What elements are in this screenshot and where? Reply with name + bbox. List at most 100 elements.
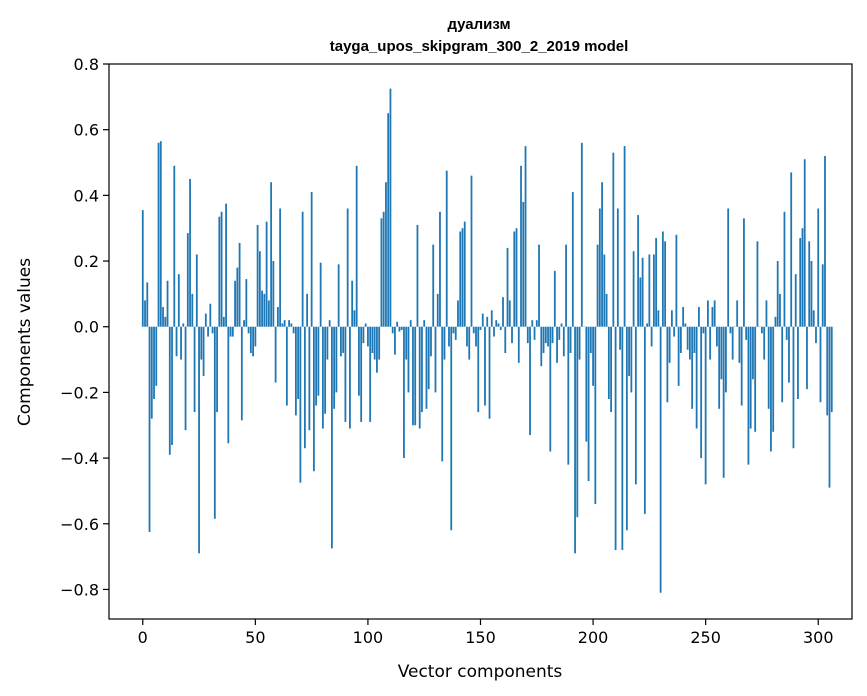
bar xyxy=(148,326,151,532)
bar xyxy=(716,326,718,347)
bar xyxy=(182,323,185,327)
bar xyxy=(504,326,507,353)
bar xyxy=(639,277,642,327)
y-tick-label: −0.8 xyxy=(60,580,99,599)
bar xyxy=(522,201,525,327)
bar xyxy=(247,326,250,334)
bar xyxy=(425,326,428,409)
bar xyxy=(324,326,327,414)
bar xyxy=(560,323,563,327)
bar xyxy=(229,326,232,337)
bar xyxy=(450,326,453,531)
bar xyxy=(668,326,671,363)
bar xyxy=(720,326,723,380)
bar xyxy=(677,326,680,386)
bar xyxy=(801,228,804,327)
bar xyxy=(511,326,513,344)
bar xyxy=(279,208,282,327)
bar xyxy=(389,88,392,327)
bar xyxy=(331,326,333,549)
bar xyxy=(213,326,216,519)
bar xyxy=(535,320,538,327)
bar xyxy=(328,320,331,327)
bar xyxy=(189,178,191,327)
bar xyxy=(497,323,500,327)
bar xyxy=(743,218,745,327)
bar xyxy=(362,326,365,344)
bar xyxy=(704,326,707,485)
bar xyxy=(596,244,599,327)
bar xyxy=(175,326,178,357)
bar xyxy=(549,326,552,452)
bar xyxy=(216,326,218,413)
bar xyxy=(749,326,752,429)
bar xyxy=(380,218,383,327)
bar xyxy=(524,146,527,327)
bar xyxy=(794,274,797,327)
bar xyxy=(707,300,709,327)
bar xyxy=(688,326,691,360)
bar xyxy=(686,326,689,350)
bar xyxy=(607,326,610,399)
bar xyxy=(810,261,813,327)
bar xyxy=(290,323,293,327)
bar xyxy=(772,326,775,432)
bar xyxy=(258,251,261,327)
bar xyxy=(819,326,822,403)
bar xyxy=(722,326,725,478)
bar xyxy=(243,320,245,327)
bar xyxy=(144,300,146,327)
bar xyxy=(826,326,829,416)
bar xyxy=(641,257,644,327)
bar xyxy=(643,326,646,514)
x-tick-label: 0 xyxy=(138,628,148,647)
bar xyxy=(808,241,811,327)
bar xyxy=(803,159,806,327)
bar xyxy=(207,326,209,337)
bar xyxy=(578,326,581,360)
bar xyxy=(788,326,790,383)
bar xyxy=(421,326,423,413)
bar xyxy=(684,323,687,327)
bar xyxy=(770,326,772,452)
bar xyxy=(432,244,435,327)
bar xyxy=(585,326,588,442)
y-tick-label: 0.4 xyxy=(74,186,99,205)
bar xyxy=(249,326,252,353)
bar xyxy=(342,326,345,353)
y-tick-label: −0.6 xyxy=(60,515,99,534)
bar xyxy=(565,244,567,327)
bar xyxy=(637,215,640,327)
bar xyxy=(459,231,462,327)
bar xyxy=(513,231,516,327)
x-tick-label: 150 xyxy=(465,628,496,647)
bar xyxy=(540,326,543,367)
bar xyxy=(276,307,279,327)
bar xyxy=(601,182,603,327)
bar xyxy=(418,326,421,429)
bar xyxy=(727,208,730,327)
bar xyxy=(592,326,594,386)
bar xyxy=(774,316,777,327)
bar xyxy=(387,113,390,327)
bar xyxy=(815,326,817,344)
bar xyxy=(202,326,205,376)
bar xyxy=(612,152,615,327)
bar xyxy=(351,280,354,327)
bar xyxy=(675,234,678,327)
bar xyxy=(738,326,741,363)
bar xyxy=(378,326,381,360)
bar xyxy=(785,326,788,340)
bar xyxy=(553,270,556,327)
bar xyxy=(817,208,820,327)
bar xyxy=(698,307,700,327)
bar xyxy=(398,326,401,332)
bar xyxy=(443,326,446,360)
bar xyxy=(598,208,601,327)
bar xyxy=(198,326,200,554)
bar xyxy=(222,316,225,327)
bar xyxy=(558,326,561,340)
bar xyxy=(495,320,498,327)
bar xyxy=(792,326,795,449)
bar xyxy=(265,221,268,327)
